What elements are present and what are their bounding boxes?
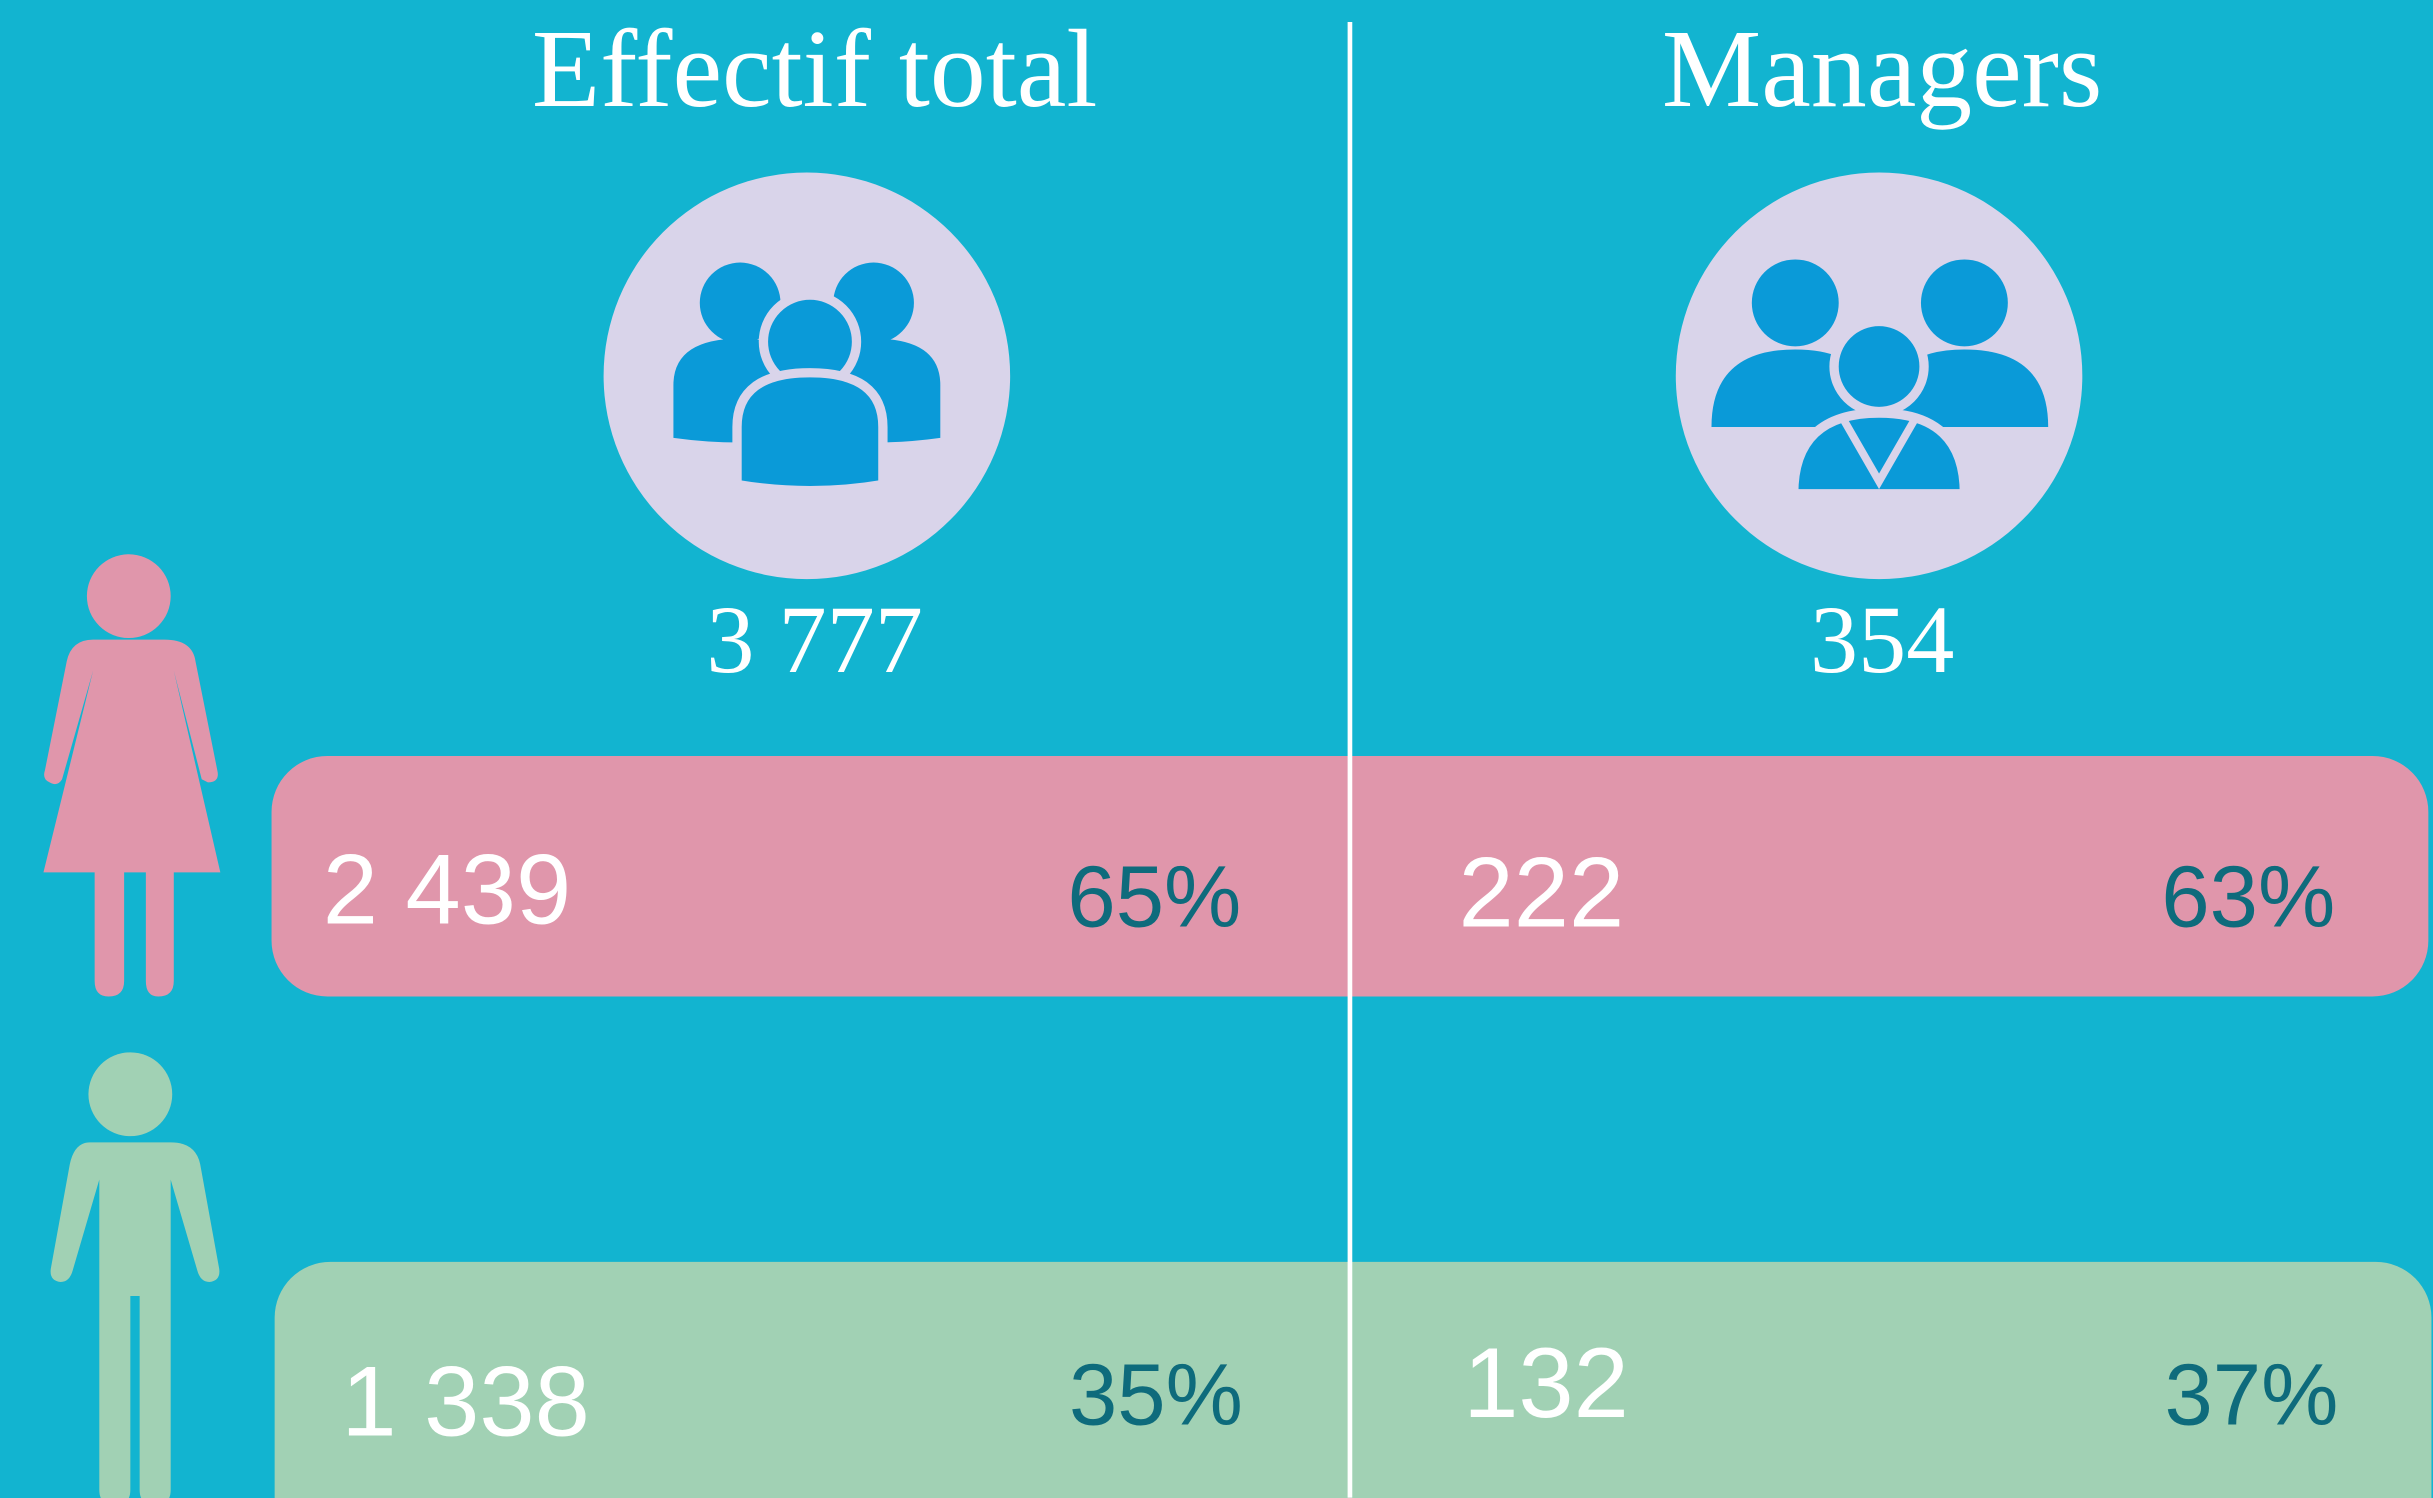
percent: 65% [1067,849,1241,946]
column-title: Managers [1662,7,2102,131]
column-title: Effectif total [532,7,1098,131]
managers-icon [1675,172,2083,580]
female-figure [43,554,221,997]
male-figure [50,1052,220,1498]
percent: 63% [2161,849,2335,946]
count: 1 338 [341,1347,590,1458]
percent: 37% [2164,1347,2338,1444]
staff-icon [603,172,1011,580]
percent: 35% [1069,1347,1243,1444]
count: 2 439 [323,835,571,946]
count: 132 [1463,1328,1629,1439]
column-total: 3 777 [706,586,922,693]
column-total: 354 [1810,586,1954,693]
count: 222 [1459,838,1625,949]
male-bar [274,1261,2432,1498]
